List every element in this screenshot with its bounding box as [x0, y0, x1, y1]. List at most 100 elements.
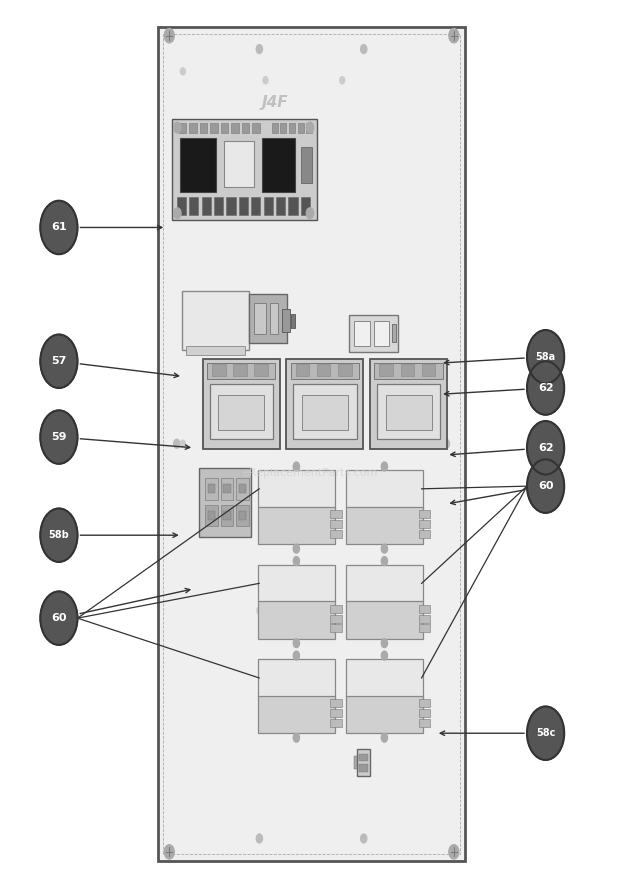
FancyBboxPatch shape: [200, 123, 207, 133]
FancyBboxPatch shape: [291, 314, 294, 328]
FancyBboxPatch shape: [418, 510, 430, 518]
Circle shape: [381, 651, 388, 660]
FancyBboxPatch shape: [242, 123, 249, 133]
Circle shape: [293, 651, 299, 660]
FancyBboxPatch shape: [289, 123, 295, 133]
FancyBboxPatch shape: [221, 478, 233, 500]
Circle shape: [340, 77, 345, 84]
FancyBboxPatch shape: [291, 363, 359, 379]
Circle shape: [361, 45, 367, 54]
Circle shape: [527, 361, 564, 415]
Text: J4F: J4F: [262, 95, 288, 110]
FancyBboxPatch shape: [210, 384, 273, 439]
Circle shape: [527, 421, 564, 475]
FancyBboxPatch shape: [254, 364, 268, 376]
FancyBboxPatch shape: [346, 601, 423, 639]
Circle shape: [174, 208, 181, 219]
Circle shape: [256, 834, 262, 843]
Circle shape: [293, 462, 299, 471]
FancyBboxPatch shape: [401, 364, 414, 376]
FancyBboxPatch shape: [360, 754, 368, 761]
FancyBboxPatch shape: [208, 511, 215, 520]
FancyBboxPatch shape: [223, 484, 231, 493]
FancyBboxPatch shape: [418, 520, 430, 528]
FancyBboxPatch shape: [252, 123, 260, 133]
FancyBboxPatch shape: [330, 615, 342, 623]
FancyBboxPatch shape: [418, 699, 430, 707]
FancyBboxPatch shape: [249, 294, 287, 343]
Circle shape: [306, 122, 314, 133]
FancyBboxPatch shape: [210, 123, 218, 133]
FancyBboxPatch shape: [239, 484, 246, 493]
FancyBboxPatch shape: [301, 147, 312, 183]
Circle shape: [381, 557, 388, 566]
FancyBboxPatch shape: [346, 470, 423, 508]
FancyBboxPatch shape: [317, 364, 330, 376]
FancyBboxPatch shape: [221, 505, 233, 526]
FancyBboxPatch shape: [330, 719, 342, 727]
FancyBboxPatch shape: [189, 123, 197, 133]
FancyBboxPatch shape: [280, 123, 286, 133]
FancyBboxPatch shape: [418, 709, 430, 717]
FancyBboxPatch shape: [172, 119, 317, 220]
FancyBboxPatch shape: [239, 197, 248, 215]
FancyBboxPatch shape: [199, 468, 251, 537]
FancyBboxPatch shape: [214, 197, 223, 215]
FancyBboxPatch shape: [158, 27, 465, 861]
FancyBboxPatch shape: [392, 324, 396, 342]
FancyBboxPatch shape: [258, 470, 335, 508]
Circle shape: [40, 201, 78, 254]
FancyBboxPatch shape: [224, 141, 254, 187]
FancyBboxPatch shape: [293, 384, 356, 439]
FancyBboxPatch shape: [189, 197, 198, 215]
FancyBboxPatch shape: [379, 364, 393, 376]
Circle shape: [40, 410, 78, 464]
FancyBboxPatch shape: [346, 659, 423, 697]
Circle shape: [257, 607, 262, 614]
Circle shape: [180, 440, 185, 447]
FancyBboxPatch shape: [226, 197, 236, 215]
FancyBboxPatch shape: [296, 364, 309, 376]
FancyBboxPatch shape: [236, 478, 249, 500]
FancyBboxPatch shape: [223, 511, 231, 520]
FancyBboxPatch shape: [258, 565, 335, 602]
FancyBboxPatch shape: [231, 123, 239, 133]
FancyBboxPatch shape: [286, 359, 363, 449]
FancyBboxPatch shape: [330, 624, 342, 632]
Circle shape: [40, 508, 78, 562]
FancyBboxPatch shape: [354, 756, 358, 769]
FancyBboxPatch shape: [236, 505, 249, 526]
Text: 59: 59: [51, 432, 67, 442]
Circle shape: [256, 45, 262, 54]
FancyBboxPatch shape: [233, 364, 247, 376]
FancyBboxPatch shape: [418, 624, 430, 632]
FancyBboxPatch shape: [272, 123, 278, 133]
FancyBboxPatch shape: [208, 484, 215, 493]
FancyBboxPatch shape: [418, 615, 430, 623]
FancyBboxPatch shape: [264, 197, 273, 215]
FancyBboxPatch shape: [276, 197, 285, 215]
Circle shape: [381, 544, 388, 553]
FancyBboxPatch shape: [418, 719, 430, 727]
Circle shape: [443, 439, 449, 448]
FancyBboxPatch shape: [349, 315, 398, 352]
Text: 60: 60: [51, 613, 67, 624]
FancyBboxPatch shape: [360, 764, 368, 772]
Text: 57: 57: [51, 356, 66, 367]
FancyBboxPatch shape: [179, 123, 186, 133]
FancyBboxPatch shape: [218, 395, 264, 430]
FancyBboxPatch shape: [258, 659, 335, 697]
FancyBboxPatch shape: [338, 364, 352, 376]
FancyBboxPatch shape: [262, 138, 294, 192]
FancyBboxPatch shape: [346, 507, 423, 544]
Circle shape: [164, 29, 174, 43]
FancyBboxPatch shape: [346, 565, 423, 602]
FancyBboxPatch shape: [221, 123, 228, 133]
Text: 58a: 58a: [536, 351, 556, 362]
FancyBboxPatch shape: [370, 359, 447, 449]
Text: 58b: 58b: [48, 530, 69, 541]
FancyBboxPatch shape: [270, 303, 278, 334]
FancyBboxPatch shape: [306, 123, 312, 133]
FancyBboxPatch shape: [203, 359, 280, 449]
FancyBboxPatch shape: [358, 749, 370, 776]
